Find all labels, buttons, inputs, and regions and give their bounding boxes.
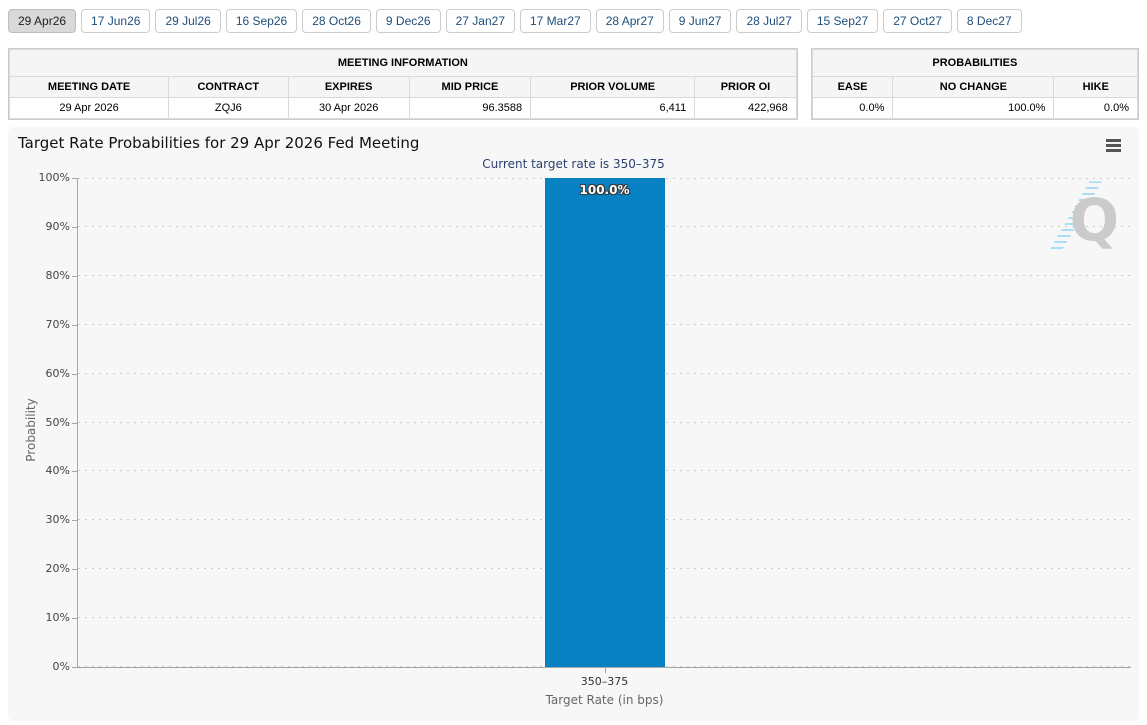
prior-oi-value: 422,968 — [694, 97, 797, 120]
y-axis-tick-label: 60% — [45, 367, 70, 381]
y-axis-tick — [72, 520, 78, 522]
no-change-value: 100.0% — [892, 97, 1055, 120]
table-row: 0.0% 100.0% 0.0% — [811, 97, 1138, 120]
y-axis-tick-label: 70% — [45, 318, 70, 332]
y-axis-tick — [72, 374, 78, 376]
col-header-no-change: NO CHANGE — [892, 76, 1055, 99]
y-axis-tick-label: 50% — [45, 416, 70, 430]
info-tables-row: MEETING INFORMATION MEETING DATE CONTRAC… — [8, 48, 1139, 121]
meeting-date-tab[interactable]: 16 Sep26 — [225, 9, 298, 34]
x-axis-tick — [605, 668, 606, 674]
meeting-date-tab[interactable]: 28 Oct26 — [302, 9, 371, 34]
probabilities-caption: PROBABILITIES — [811, 49, 1139, 78]
y-axis-tick-label: 30% — [45, 513, 70, 527]
col-header-contract: CONTRACT — [168, 76, 289, 99]
col-header-meeting-date: MEETING DATE — [8, 76, 170, 99]
col-header-prior-volume: PRIOR VOLUME — [530, 76, 696, 99]
y-axis-tick-label: 90% — [45, 220, 70, 234]
contract-value: ZQJ6 — [168, 97, 289, 120]
meeting-date-tab[interactable]: 9 Dec26 — [375, 9, 441, 34]
quikstrike-watermark: Q — [1044, 179, 1119, 279]
chart-title: Target Rate Probabilities for 29 Apr 202… — [18, 134, 420, 153]
mid-price-value: 96.3588 — [408, 97, 532, 120]
expires-value: 30 Apr 2026 — [287, 97, 410, 120]
bar-value-label: 100.0% — [579, 183, 630, 198]
prior-volume-value: 6,411 — [530, 97, 696, 120]
meeting-info-table: MEETING INFORMATION MEETING DATE CONTRAC… — [8, 48, 798, 121]
y-axis-tick — [72, 667, 78, 669]
meeting-info-caption: MEETING INFORMATION — [9, 49, 797, 78]
y-axis-tick — [72, 276, 78, 278]
meeting-date-tab[interactable]: 29 Apr26 — [8, 9, 77, 34]
hike-value: 0.0% — [1053, 97, 1138, 120]
probability-bar[interactable]: 100.0% — [544, 178, 665, 668]
q-logo-icon: Q — [1069, 186, 1119, 255]
y-axis-tick — [72, 178, 78, 180]
meeting-date-tab[interactable]: 17 Mar27 — [520, 9, 591, 34]
target-rate-chart-panel: Target Rate Probabilities for 29 Apr 202… — [8, 127, 1139, 722]
meeting-date-tab[interactable]: 27 Oct27 — [883, 9, 952, 34]
y-axis-tick-label: 0% — [52, 660, 70, 674]
meeting-date-tab[interactable]: 9 Jun27 — [668, 9, 732, 34]
x-axis-title: Target Rate (in bps) — [545, 693, 664, 708]
probabilities-table: PROBABILITIES EASE NO CHANGE HIKE 0.0% 1… — [810, 48, 1139, 121]
y-axis-tick — [72, 325, 78, 327]
meeting-date-tab[interactable]: 8 Dec27 — [956, 9, 1022, 34]
col-header-hike: HIKE — [1053, 76, 1138, 99]
meeting-date-tab[interactable]: 15 Sep27 — [806, 9, 879, 34]
hamburger-icon — [1106, 139, 1121, 153]
y-axis-tick-label: 100% — [38, 171, 70, 185]
col-header-prior-oi: PRIOR OI — [694, 76, 797, 99]
y-axis-tick-label: 10% — [45, 611, 70, 625]
y-axis-tick — [72, 227, 78, 229]
meeting-date-tab[interactable]: 17 Jun26 — [81, 9, 151, 34]
meeting-date-tabbar: 29 Apr26 17 Jun26 29 Jul26 16 Sep26 28 O… — [0, 0, 1147, 34]
y-axis-tick — [72, 423, 78, 425]
y-axis-tick-label: 20% — [45, 562, 70, 576]
meeting-date-tab[interactable]: 29 Jul26 — [155, 9, 221, 34]
y-axis-tick-label: 40% — [45, 464, 70, 478]
y-axis-tick-label: 80% — [45, 269, 70, 283]
col-header-expires: EXPIRES — [287, 76, 410, 99]
meeting-date-tab[interactable]: 28 Apr27 — [595, 9, 664, 34]
meeting-date-value: 29 Apr 2026 — [8, 97, 170, 120]
col-header-mid-price: MID PRICE — [408, 76, 532, 99]
plot-area: Probability Target Rate (in bps) 0% 10% 20… — [24, 171, 1131, 707]
y-axis-tick — [72, 471, 78, 473]
x-category-label: 350–375 — [580, 675, 629, 689]
y-axis-tick — [72, 569, 78, 571]
table-row: 29 Apr 2026 ZQJ6 30 Apr 2026 96.3588 6,4… — [8, 97, 797, 120]
col-header-ease: EASE — [811, 76, 894, 99]
y-axis-tick — [72, 618, 78, 620]
ease-value: 0.0% — [811, 97, 894, 120]
chart-subtitle: Current target rate is 350–375 — [482, 157, 665, 172]
chart-context-menu-button[interactable] — [1104, 137, 1123, 154]
meeting-date-tab[interactable]: 28 Jul27 — [736, 9, 802, 34]
meeting-date-tab[interactable]: 27 Jan27 — [445, 9, 515, 34]
